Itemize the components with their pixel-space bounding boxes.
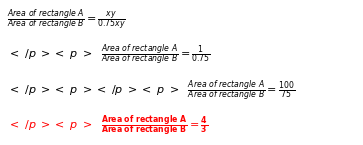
Text: $\mathit{<\ /p\ ><\ p\ >}$  $\frac{\mathbf{Area\ of\ rectangle\ A}}{\mathbf{Area: $\mathit{<\ /p\ ><\ p\ >}$ $\frac{\mathb… — [7, 114, 208, 139]
Text: $\frac{\mathit{Area\ of\ rectangle\ A}}{\mathit{Area\ of\ rectangle\ B}} = \frac: $\frac{\mathit{Area\ of\ rectangle\ A}}{… — [7, 7, 126, 33]
Text: $\mathit{<\ /p\ ><\ p\ >}$  $\frac{\mathit{Area\ of\ rectangle\ A}}{\mathit{Area: $\mathit{<\ /p\ ><\ p\ >}$ $\frac{\mathi… — [7, 43, 211, 68]
Text: $\mathit{<\ /p\ ><\ p\ ><\ /p\ ><\ p\ >}$  $\frac{\mathit{Area\ of\ rectangle\ A: $\mathit{<\ /p\ ><\ p\ ><\ /p\ ><\ p\ >}… — [7, 78, 295, 104]
